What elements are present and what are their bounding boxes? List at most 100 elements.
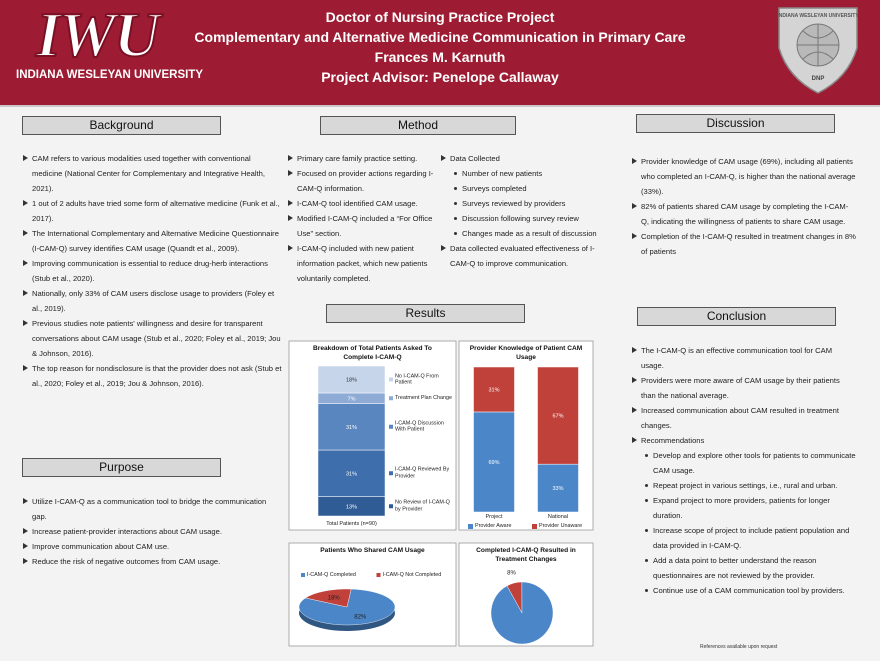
bullet-item: Increase patient-provider interactions a… [23, 524, 282, 539]
legend-label: No Review of I-CAM-Q by Provider [395, 499, 450, 513]
sub-item: Expand project to more providers, patien… [645, 493, 856, 523]
legend-label: No I-CAM-Q From Patient [395, 373, 439, 386]
bullet-list: The I-CAM-Q is an effective communicatio… [632, 343, 856, 598]
sub-item: Discussion following survey review [454, 211, 600, 226]
chart-title: Completed I-CAM-Q Resulted in Treatment … [476, 547, 576, 563]
bullet-item: Data collected evaluated effectiveness o… [441, 241, 600, 271]
sub-item: Repeat project in various settings, i.e.… [645, 478, 856, 493]
data-label: 67% [552, 414, 563, 420]
legend-label: Treatment Plan Change [395, 395, 453, 401]
legend-swatch [389, 471, 393, 476]
title-line: Project Advisor: Penelope Callaway [321, 69, 559, 85]
bullet-list: Utilize I-CAM-Q as a communication tool … [23, 494, 282, 569]
bullet-item: The International Complementary and Alte… [23, 226, 282, 256]
bullet-item: Recommendations [632, 433, 856, 448]
emblem-lines [797, 24, 839, 66]
bullet-item: Increased communication about CAM result… [632, 403, 856, 433]
bullet-list: CAM refers to various modalities used to… [23, 151, 282, 391]
legend-swatch [468, 524, 473, 529]
bar-segment [317, 365, 386, 394]
bullet-item: Improving communication is essential to … [23, 256, 282, 286]
pie-slice [490, 581, 554, 645]
legend-label: I-CAM-Q Not Completed [382, 572, 442, 578]
legend-swatch [389, 396, 393, 401]
sub-item: Number of new patients [454, 166, 600, 181]
bullet-item: Improve communication about CAM use. [23, 539, 282, 554]
bullet-item: The top reason for nondisclosure is that… [23, 361, 282, 391]
legend-swatch [389, 377, 393, 382]
sub-item: Surveys reviewed by providers [454, 196, 600, 211]
legend-swatch [389, 424, 393, 429]
data-label: 8% [507, 571, 516, 577]
legend-label: I-CAM-Q Completed [307, 572, 356, 578]
bullet-item: Focused on provider actions regarding I-… [288, 166, 435, 196]
header-band [0, 0, 880, 107]
bullet-item: Modified I-CAM-Q included a “For Office … [288, 211, 435, 241]
data-label: 82% [354, 615, 367, 621]
sub-item: Add a data point to better understand th… [645, 553, 856, 583]
chart-title: Patients Who Shared CAM Usage [320, 547, 425, 554]
bar-segment [473, 366, 515, 413]
chart-title: Breakdown of Total Patients Asked To Com… [313, 345, 432, 361]
title-line: Complementary and Alternative Medicine C… [194, 29, 686, 45]
section-heading: Background [22, 116, 221, 135]
bullet-item: Reduce the risk of negative outcomes fro… [23, 554, 282, 569]
university-name: INDIANA WESLEYAN UNIVERSITY [16, 69, 204, 81]
chart-title: Provider Knowledge of Patient CAM Usage [469, 345, 583, 361]
bullet-item: Utilize I-CAM-Q as a communication tool … [23, 494, 282, 524]
bullet-item: Completion of the I-CAM-Q resulted in tr… [632, 229, 856, 259]
data-label: 13% [346, 504, 357, 510]
data-label: 31% [488, 387, 499, 393]
section-heading: Purpose [22, 458, 221, 477]
sub-item: Increase scope of project to include pat… [645, 523, 856, 553]
bar-segment [473, 411, 515, 513]
bullet-item: CAM refers to various modalities used to… [23, 151, 282, 196]
bullet-item: The I-CAM-Q is an effective communicatio… [632, 343, 856, 373]
footer-note: References available upon request [700, 644, 778, 650]
bullet-list: Provider knowledge of CAM usage (69%), i… [632, 154, 856, 259]
category-label: Project [485, 514, 503, 520]
legend-label: I-CAM-Q Reviewed By Provider [395, 466, 450, 480]
emblem-top-text: INDIANA WESLEYAN UNIVERSITY [777, 13, 859, 19]
bar-segment [537, 366, 579, 465]
section-heading: Conclusion [637, 307, 836, 326]
bullet-item: Nationally, only 33% of CAM users disclo… [23, 286, 282, 316]
legend-swatch [532, 524, 537, 529]
category-label: Total Patients (n=90) [326, 521, 377, 527]
bullet-item: Data Collected [441, 151, 600, 166]
bullet-item: 1 out of 2 adults have tried some form o… [23, 196, 282, 226]
bullet-item: Provider knowledge of CAM usage (69%), i… [632, 154, 856, 199]
bullet-item: I-CAM-Q tool identified CAM usage. [288, 196, 435, 211]
title-line: Frances M. Karnuth [374, 49, 506, 65]
category-label: National [548, 514, 568, 520]
sub-item: Changes made as a result of discussion [454, 226, 600, 241]
legend-label: Provider Aware [475, 523, 512, 529]
pie-slice [305, 588, 352, 608]
legend-swatch [389, 504, 393, 509]
sub-item: Continue use of a CAM communication tool… [645, 583, 856, 598]
legend-label: I-CAM-Q Discussion With Patient [395, 420, 444, 433]
bullet-item: Previous studies note patients' willingn… [23, 316, 282, 361]
bullet-item: I-CAM-Q included with new patient inform… [288, 241, 435, 286]
legend-swatch [301, 573, 305, 577]
header-rule [0, 105, 880, 107]
logo: IWU [35, 0, 161, 71]
bar-segment [537, 463, 579, 513]
bullet-list: Primary care family practice setting. Foc… [288, 151, 435, 286]
sub-item: Develop and explore other tools for pati… [645, 448, 856, 478]
data-label: 69% [488, 460, 499, 466]
title-line: Doctor of Nursing Practice Project [325, 9, 555, 25]
data-label: 31% [346, 471, 357, 477]
data-label: 18% [328, 595, 341, 601]
bullet-item: Providers were more aware of CAM usage b… [632, 373, 856, 403]
data-label: 33% [552, 486, 563, 492]
legend-label: Provider Unaware [539, 523, 583, 529]
section-heading: Method [320, 116, 516, 135]
sub-item: Surveys completed [454, 181, 600, 196]
bar-segment [317, 403, 386, 451]
bullet-item: Primary care family practice setting. [288, 151, 435, 166]
bullet-item: 82% of patients shared CAM usage by comp… [632, 199, 856, 229]
data-label: 31% [346, 425, 357, 431]
